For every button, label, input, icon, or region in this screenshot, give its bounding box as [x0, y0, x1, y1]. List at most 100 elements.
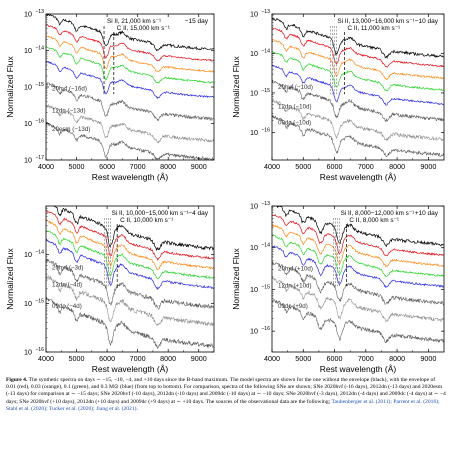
- x-tick-label-top-right-5: 9000: [420, 162, 436, 171]
- y-tick-exp-top-left-0: −13: [35, 9, 44, 15]
- series-label-bottom-left-6: 12dn (−4d): [52, 281, 82, 288]
- y-tick-exp-bottom-right-2: −15: [261, 284, 270, 290]
- x-tick-label-bottom-right-2: 6000: [327, 354, 343, 363]
- caption-label: Figure 4.: [6, 377, 28, 383]
- x-tick-label-top-left-2: 6000: [99, 162, 115, 171]
- y-tick-label-top-left-3: 10: [24, 119, 32, 128]
- y-tick-exp-bottom-right-3: −16: [261, 326, 270, 332]
- y-tick-exp-bottom-left-2: −16: [35, 347, 44, 353]
- series-label-bottom-right-6: 12dn (+10d): [278, 282, 312, 289]
- caption-references[interactable]: Taubenberger et al. (2011); Parrent et a…: [6, 398, 440, 412]
- x-axis-label-top-left: Rest wavelength (Å): [92, 172, 169, 182]
- x-tick-label-bottom-left-5: 9000: [191, 354, 207, 363]
- x-tick-label-bottom-left-1: 5000: [69, 354, 85, 363]
- y-tick-label-top-right-2: 10: [250, 88, 258, 97]
- y-tick-label-bottom-right-0: 10: [250, 202, 258, 211]
- x-tick-label-bottom-right-0: 4000: [264, 354, 280, 363]
- series-label-top-right-6: 12dn (−10d): [278, 104, 312, 111]
- x-tick-label-bottom-right-5: 9000: [420, 354, 436, 363]
- x-tick-label-bottom-left-3: 7000: [130, 354, 146, 363]
- y-tick-exp-bottom-left-0: −14: [35, 250, 44, 256]
- series-line-top-left-0: [46, 14, 214, 52]
- series-line-bottom-right-7: [272, 299, 444, 344]
- y-tick-label-top-left-4: 10: [24, 156, 32, 165]
- y-tick-label-bottom-right-3: 10: [250, 327, 258, 336]
- series-label-top-left-6: 12dn (−13d): [52, 108, 86, 115]
- y-tick-exp-top-left-4: −17: [35, 155, 44, 161]
- feature-label-top-left-1: C II, 15,000 km s⁻¹: [117, 25, 170, 32]
- x-tick-label-bottom-right-3: 7000: [358, 354, 374, 363]
- y-tick-label-top-right-1: 10: [250, 49, 258, 58]
- y-tick-label-top-right-3: 10: [250, 128, 258, 137]
- series-label-bottom-left-5: 20hvf (−3d): [52, 264, 83, 271]
- plot-frame-bottom-right: [271, 205, 445, 353]
- series-line-top-right-6: [272, 99, 444, 142]
- y-tick-exp-top-right-3: −16: [261, 127, 270, 133]
- y-axis-label-bottom-right: Normalized Flux: [231, 248, 241, 310]
- series-line-bottom-right-0: [274, 206, 444, 248]
- series-line-top-right-4: [272, 65, 444, 106]
- x-tick-label-bottom-left-2: 6000: [99, 354, 115, 363]
- y-tick-exp-bottom-right-0: −13: [261, 201, 270, 207]
- series-line-bottom-right-6: [272, 277, 444, 323]
- day-label-bottom-right: +10 day: [415, 210, 439, 217]
- y-tick-label-bottom-right-1: 10: [250, 243, 258, 252]
- series-line-bottom-left-6: [46, 274, 214, 327]
- panel-bottom-left: 20hvf (−3d) 12dn (−4d) 09dc (−4d) Si II, 10…: [5, 205, 215, 374]
- x-tick-label-bottom-right-4: 8000: [389, 354, 405, 363]
- y-axis-label-bottom-left: Normalized Flux: [5, 248, 15, 310]
- series-line-bottom-right-3: [272, 234, 444, 278]
- y-tick-label-top-left-1: 10: [24, 46, 32, 55]
- plot-frame-bottom-left: [45, 205, 215, 353]
- feature-label-top-left-0: Si II, 21,000 km s⁻¹: [107, 18, 161, 25]
- x-tick-label-top-left-0: 4000: [38, 162, 54, 171]
- y-tick-exp-top-left-2: −15: [35, 82, 44, 88]
- y-tick-exp-top-left-3: −16: [35, 119, 44, 125]
- x-axis-label-bottom-left: Rest wavelength (Å): [92, 364, 169, 374]
- y-tick-label-top-left-2: 10: [24, 83, 32, 92]
- series-label-bottom-right-7: 09dc (+9d): [278, 303, 308, 310]
- feature-label-bottom-left-0: Si II, 10,000−15,000 km s⁻¹: [112, 210, 189, 217]
- series-line-bottom-right-5: [272, 261, 444, 306]
- series-line-top-left-6: [46, 104, 214, 144]
- y-tick-label-bottom-left-2: 10: [24, 348, 32, 357]
- y-tick-exp-top-right-1: −14: [261, 48, 270, 54]
- y-tick-exp-bottom-right-1: −14: [261, 243, 270, 249]
- series-line-top-left-2: [46, 35, 214, 73]
- series-line-top-right-2: [272, 38, 444, 80]
- series-line-top-right-1: [272, 27, 444, 68]
- day-label-top-right: −10 day: [415, 18, 439, 25]
- figure-caption: Figure 4. The synthetic spectra on days …: [6, 377, 446, 413]
- caption-text: The synthetic spectra on days ∼ −15, −10…: [6, 377, 446, 405]
- x-tick-label-bottom-left-0: 4000: [38, 354, 54, 363]
- y-tick-label-bottom-right-2: 10: [250, 285, 258, 294]
- y-axis-label-top-right: Normalized Flux: [231, 56, 241, 118]
- y-tick-exp-top-right-0: −13: [261, 9, 270, 15]
- y-tick-label-top-right-0: 10: [250, 10, 258, 19]
- series-label-top-left-5: 20hvf (−16d): [52, 86, 87, 93]
- x-tick-label-top-left-4: 8000: [160, 162, 176, 171]
- series-label-top-right-5: 20hvf (−10d): [278, 84, 313, 91]
- series-label-bottom-left-7: 09dc (−4d): [52, 303, 82, 310]
- series-label-top-left-7: 20esm (−13d): [52, 126, 90, 133]
- series-line-top-right-5: [272, 79, 444, 123]
- x-tick-label-top-right-2: 6000: [327, 162, 343, 171]
- x-tick-label-bottom-right-1: 5000: [295, 354, 311, 363]
- series-line-top-left-4: [46, 60, 214, 100]
- x-axis-label-bottom-right: Rest wavelength (Å): [320, 364, 397, 374]
- series-line-bottom-left-2: [46, 219, 214, 271]
- series-line-bottom-left-0: [53, 206, 214, 252]
- y-tick-label-bottom-left-0: 10: [24, 250, 32, 259]
- x-axis-label-top-right: Rest wavelength (Å): [320, 172, 397, 182]
- x-tick-label-top-right-4: 8000: [389, 162, 405, 171]
- series-line-top-left-3: [46, 45, 214, 84]
- series-line-bottom-left-3: [46, 230, 214, 280]
- figure-canvas: 20hvf (−16d) 12dn (−13d) 20esm (−13d) Si II…: [5, 9, 445, 374]
- series-line-bottom-left-5: [46, 258, 214, 310]
- series-line-bottom-right-1: [272, 214, 444, 257]
- series-line-top-left-1: [46, 24, 214, 62]
- series-line-top-right-7: [272, 115, 444, 158]
- series-line-bottom-left-1: [46, 210, 214, 261]
- y-tick-label-top-left-0: 10: [24, 10, 32, 19]
- x-tick-label-top-right-1: 5000: [295, 162, 311, 171]
